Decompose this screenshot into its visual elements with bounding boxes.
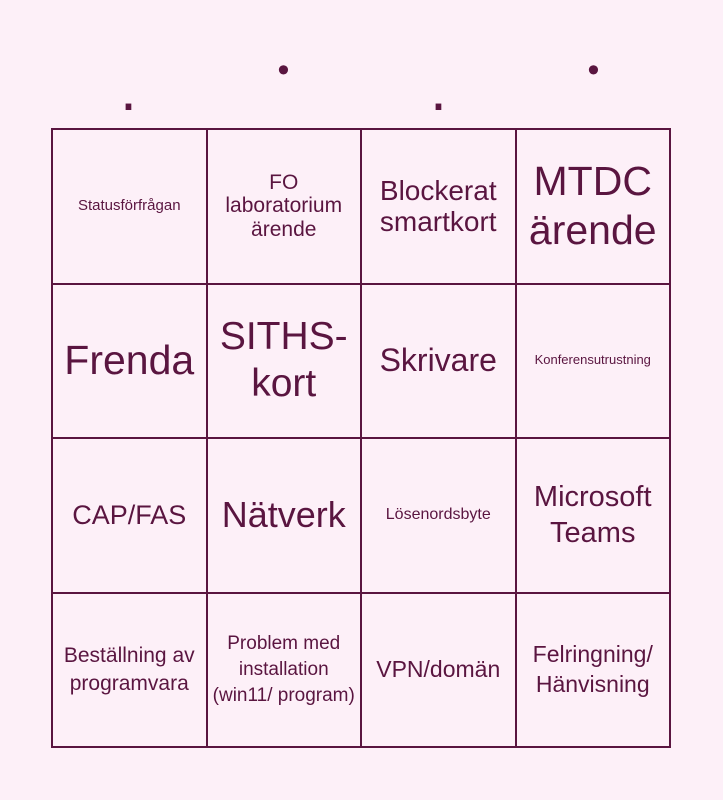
bingo-cell[interactable]: Blockerat smartkort <box>361 129 516 284</box>
bingo-cell[interactable]: VPN/domän <box>361 592 516 747</box>
bingo-cell[interactable]: FO laboratorium ärende <box>206 129 361 284</box>
bingo-grid: Statusförfrågan FO laboratorium ärende B… <box>51 128 671 748</box>
bingo-cell[interactable]: MTDC ärende <box>515 129 670 284</box>
bingo-cell[interactable]: SITHS-kort <box>206 283 361 438</box>
bingo-cell[interactable]: Felringning/ Hänvisning <box>515 592 670 747</box>
bingo-cell[interactable]: Nätverk <box>206 438 361 593</box>
bingo-cell[interactable]: Microsoft Teams <box>515 438 670 593</box>
bingo-cell[interactable]: Problem med installation (win11/ program… <box>206 592 361 747</box>
bingo-cell[interactable]: Skrivare <box>361 283 516 438</box>
header-letter-3: . <box>430 56 447 123</box>
bingo-header: . • . • <box>51 51 671 128</box>
bingo-cell[interactable]: Beställning av programvara <box>52 592 207 747</box>
bingo-cell[interactable]: Konferensutrustning <box>515 283 670 438</box>
bingo-cell[interactable]: Frenda <box>52 283 207 438</box>
header-letter-2: • <box>277 51 290 89</box>
bingo-cell[interactable]: Lösenordsbyte <box>361 438 516 593</box>
bingo-cell[interactable]: Statusförfrågan <box>52 129 207 284</box>
header-letter-4: • <box>587 51 600 89</box>
header-letter-1: . <box>120 56 137 123</box>
bingo-cell[interactable]: CAP/FAS <box>52 438 207 593</box>
